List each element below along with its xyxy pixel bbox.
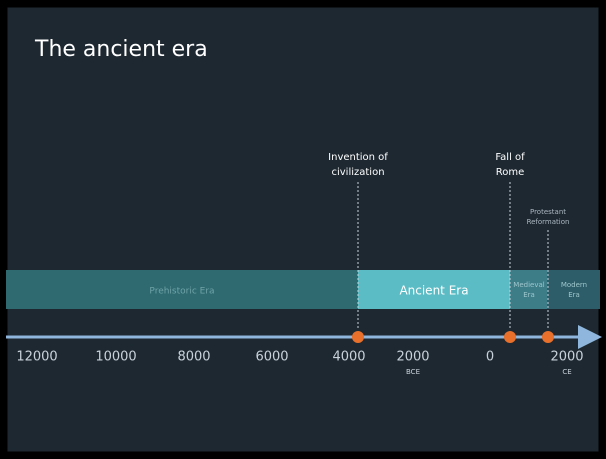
- tick-label: 6000: [255, 350, 288, 365]
- title: The ancient era: [34, 37, 208, 62]
- era-label: Medieval: [513, 281, 544, 289]
- annotation: Invention of: [328, 152, 388, 163]
- slide: The ancient era Prehistoric Era Ancient …: [0, 0, 606, 459]
- tick-label: 0: [486, 350, 494, 365]
- annotation: Rome: [496, 167, 525, 178]
- era-label: Era: [568, 291, 580, 299]
- era-label: Era: [523, 291, 535, 299]
- era-suffix: CE: [562, 368, 571, 376]
- era-label: Modern: [561, 281, 587, 289]
- era-suffix: BCE: [406, 368, 420, 376]
- era-band: [547, 270, 600, 309]
- era-label: Ancient Era: [399, 284, 468, 298]
- event-dot: [504, 331, 516, 343]
- era-label: Prehistoric Era: [149, 287, 214, 297]
- event-dot: [352, 331, 364, 343]
- tick-label: 2000: [396, 350, 429, 365]
- era-band: [510, 270, 547, 309]
- event-dot: [542, 331, 554, 343]
- tick-label: 2000: [550, 350, 583, 365]
- tick-label: 10000: [95, 350, 136, 365]
- annotation: Fall of: [495, 152, 525, 163]
- annotation: Protestant: [530, 208, 566, 216]
- annotation: civilization: [331, 167, 384, 178]
- annotation: Reformation: [527, 218, 570, 226]
- background: [5, 5, 601, 454]
- tick-label: 12000: [16, 350, 57, 365]
- tick-label: 8000: [177, 350, 210, 365]
- tick-label: 4000: [332, 350, 365, 365]
